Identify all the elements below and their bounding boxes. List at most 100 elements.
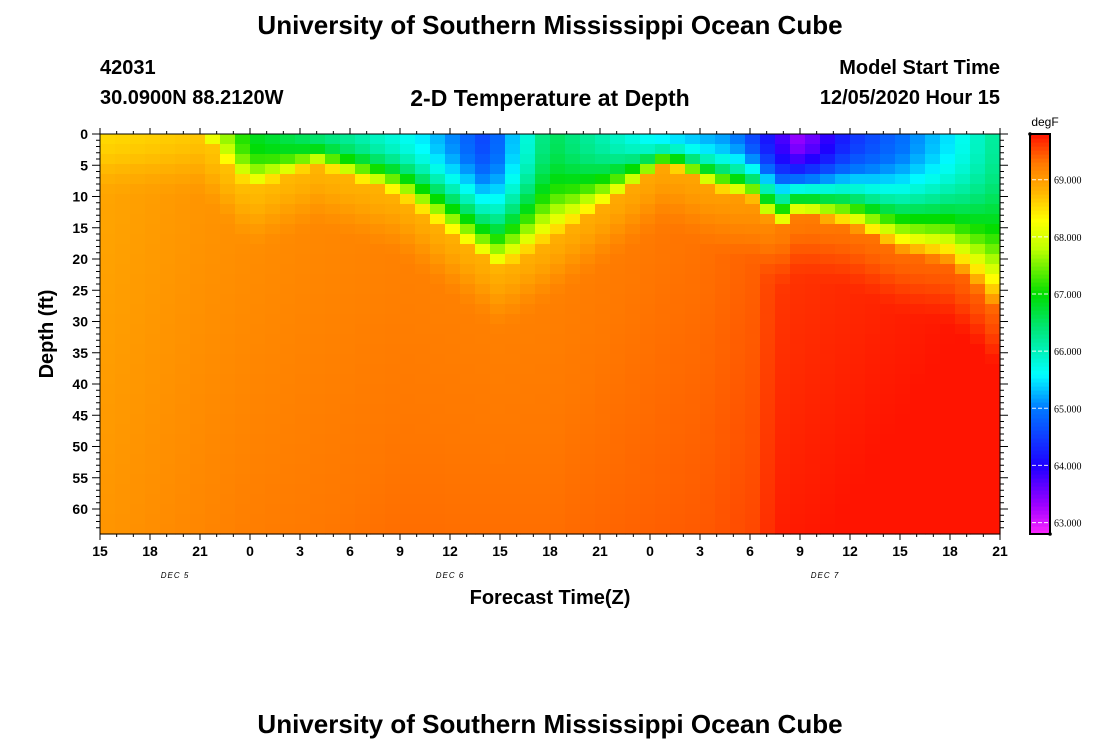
heat-cell [985,474,1001,485]
heat-cell [190,264,206,275]
heat-cell [325,164,341,175]
heat-cell [760,194,776,205]
heat-cell [325,414,341,425]
heat-cell [970,284,986,295]
heat-cell [880,234,896,245]
heat-cell [865,354,881,365]
heat-cell [820,434,836,445]
heat-cell [520,324,536,335]
heat-cell [730,274,746,285]
heat-cell [445,184,461,195]
heat-cell [265,344,281,355]
heat-cell [640,434,656,445]
heat-cell [490,264,506,275]
heat-cell [175,494,191,505]
heat-cell [910,234,926,245]
heat-cell [745,264,761,275]
heat-cell [685,514,701,525]
heat-cell [685,194,701,205]
heat-cell [865,144,881,155]
heat-cell [805,164,821,175]
heat-cell [460,194,476,205]
heat-cell [625,374,641,385]
heat-cell [580,514,596,525]
heat-cell [655,514,671,525]
heat-cell [850,134,866,145]
heat-cell [895,454,911,465]
colorbar-segment [1030,422,1050,427]
colorbar-segment [1030,362,1050,367]
heat-cell [295,444,311,455]
heat-cell [730,364,746,375]
heat-cell [640,444,656,455]
heat-cell [550,494,566,505]
model-start-time: 12/05/2020 Hour 15 [819,87,1000,109]
heat-cell [655,394,671,405]
heat-cell [415,214,431,225]
heat-cell [160,374,176,385]
heat-cell [460,314,476,325]
heat-cell [610,494,626,505]
heat-cell [550,304,566,315]
heat-cell [265,404,281,415]
heat-cell [340,514,356,525]
heat-cell [145,464,161,475]
heat-cell [310,184,326,195]
heat-cell [265,164,281,175]
heat-cell [340,344,356,355]
heat-cell [670,514,686,525]
heat-cell [580,344,596,355]
heat-cell [940,274,956,285]
heat-cell [580,494,596,505]
heat-cell [115,144,131,155]
heat-cell [715,424,731,435]
heat-cell [940,464,956,475]
heat-cell [280,504,296,515]
heat-cell [790,474,806,485]
heat-cell [940,424,956,435]
heat-cell [805,524,821,535]
heat-cell [880,264,896,275]
heat-cell [160,404,176,415]
heat-cell [895,154,911,165]
heat-cell [355,464,371,475]
heat-cell [310,384,326,395]
heat-cell [160,244,176,255]
heat-cell [355,494,371,505]
heat-cell [850,234,866,245]
heat-cell [955,344,971,355]
heat-cell [625,354,641,365]
heat-cell [535,244,551,255]
heat-cell [790,274,806,285]
heat-cell [640,294,656,305]
heatmap-cells [100,134,1001,535]
heat-cell [820,214,836,225]
heat-cell [565,414,581,425]
heat-cell [370,394,386,405]
heat-cell [910,314,926,325]
heat-cell [925,244,941,255]
heat-cell [220,194,236,205]
heat-cell [550,154,566,165]
heat-cell [115,264,131,275]
heat-cell [745,204,761,215]
heat-cell [445,164,461,175]
heat-cell [445,304,461,315]
heat-cell [385,224,401,235]
heat-cell [265,194,281,205]
heat-cell [670,264,686,275]
heat-cell [940,514,956,525]
heat-cell [145,484,161,495]
heat-cell [610,314,626,325]
heat-cell [115,414,131,425]
heat-cell [310,194,326,205]
heat-cell [640,134,656,145]
heat-cell [775,354,791,365]
heat-cell [790,294,806,305]
heat-cell [250,164,266,175]
heat-cell [475,194,491,205]
heat-cell [865,464,881,475]
heat-cell [805,144,821,155]
heat-cell [595,314,611,325]
heat-cell [100,364,116,375]
